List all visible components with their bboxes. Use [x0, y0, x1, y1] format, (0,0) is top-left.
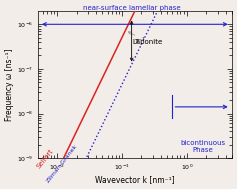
- Text: Seifert: Seifert: [35, 147, 54, 169]
- Text: bicontinuous
Phase: bicontinuous Phase: [180, 140, 226, 153]
- Text: Nanofil: Nanofil: [0, 188, 1, 189]
- X-axis label: Wavevector k [nm⁻¹]: Wavevector k [nm⁻¹]: [95, 175, 175, 184]
- Text: Laponite: Laponite: [128, 32, 163, 45]
- Text: τ⁻¹: τ⁻¹: [135, 38, 146, 44]
- Text: Zilman-Granek: Zilman-Granek: [46, 143, 78, 184]
- Text: near-surface lamellar phase: near-surface lamellar phase: [83, 5, 180, 11]
- Y-axis label: Frequency ω [ns⁻¹]: Frequency ω [ns⁻¹]: [5, 48, 14, 121]
